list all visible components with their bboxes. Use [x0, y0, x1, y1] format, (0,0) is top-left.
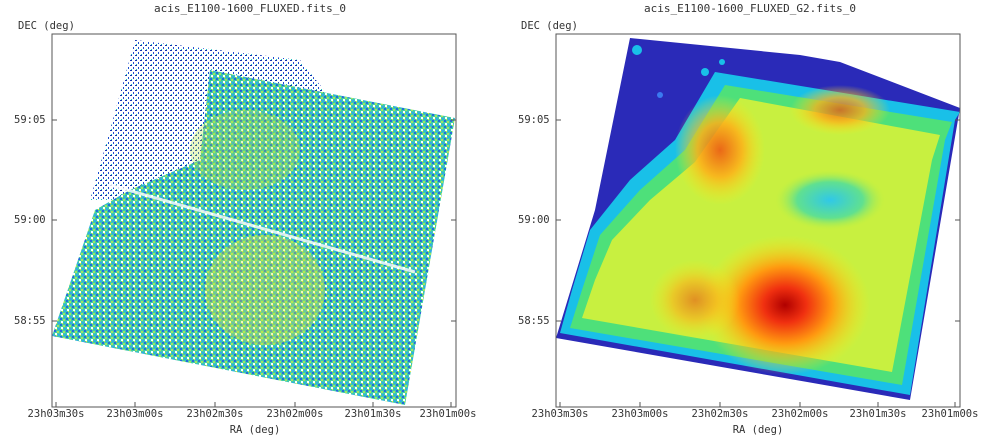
ra-axis-label: RA (deg) — [229, 424, 281, 436]
x-tick-label: 23h01m00s — [419, 408, 477, 420]
dec-axis-label: DEC (deg) — [521, 20, 578, 32]
y-tick-label: 59:00 — [518, 214, 550, 226]
x-tick-label: 23h02m00s — [771, 408, 829, 420]
x-tick-label: 23h02m30s — [186, 408, 244, 420]
right-image-panel: acis_E1100-1600_FLUXED_G2.fits_0 DEC (de… — [500, 0, 1000, 443]
y-tick-label: 58:55 — [14, 315, 46, 327]
left-image-panel: acis_E1100-1600_FLUXED.fits_0 DEC (deg) — [0, 0, 500, 443]
chip-gap — [109, 183, 416, 274]
hot-region — [205, 235, 325, 345]
x-tick-label: 23h01m30s — [344, 408, 402, 420]
x-tick-label: 23h01m30s — [849, 408, 907, 420]
image-plot-right[interactable] — [500, 0, 1000, 443]
point-source — [657, 92, 663, 98]
hot-core — [700, 235, 870, 375]
x-tick-label: 23h01m00s — [921, 408, 979, 420]
warm-region — [675, 95, 765, 205]
point-source — [719, 59, 725, 65]
y-ticks — [52, 119, 456, 322]
y-tick-label: 59:05 — [14, 114, 46, 126]
x-tick-label: 23h02m00s — [266, 408, 324, 420]
image-plot-left[interactable] — [0, 0, 500, 443]
x-tick-label: 23h03m00s — [106, 408, 164, 420]
y-tick-label: 59:05 — [518, 114, 550, 126]
x-tick-label: 23h03m30s — [531, 408, 589, 420]
hot-region — [190, 110, 300, 190]
warm-region — [650, 260, 740, 340]
x-ticks — [559, 402, 956, 407]
x-tick-label: 23h02m30s — [691, 408, 749, 420]
ra-axis-label: RA (deg) — [732, 424, 784, 436]
warm-region — [790, 85, 890, 135]
x-ticks — [55, 402, 452, 407]
panel-title: acis_E1100-1600_FLUXED.fits_0 — [153, 2, 347, 15]
x-tick-label: 23h03m30s — [27, 408, 85, 420]
point-source — [701, 68, 709, 76]
y-ticks — [556, 119, 960, 322]
point-source — [632, 45, 642, 55]
cool-region — [775, 170, 885, 230]
y-tick-label: 58:55 — [518, 315, 550, 327]
y-tick-label: 59:00 — [14, 214, 46, 226]
image-footprint — [52, 70, 455, 405]
dec-axis-label: DEC (deg) — [18, 20, 75, 32]
panel-title: acis_E1100-1600_FLUXED_G2.fits_0 — [644, 2, 856, 15]
x-tick-label: 23h03m00s — [611, 408, 669, 420]
